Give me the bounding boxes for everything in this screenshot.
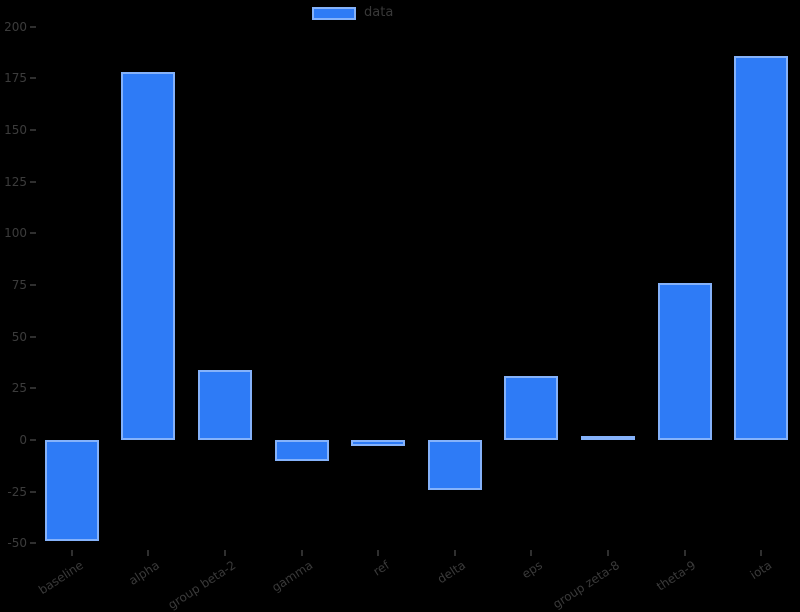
- y-tick: [30, 542, 36, 545]
- y-tick-label: 175: [4, 71, 27, 86]
- x-tick: [530, 550, 533, 556]
- x-tick: [70, 550, 73, 556]
- x-tick-label: ref: [370, 558, 392, 579]
- y-tick-label: 200: [4, 19, 27, 34]
- y-tick: [30, 25, 36, 28]
- bar-eps: [504, 375, 559, 440]
- x-tick-label: gamma: [269, 558, 316, 595]
- bar-alpha: [121, 72, 176, 440]
- y-tick: [30, 77, 36, 80]
- bar-gamma: [274, 440, 329, 461]
- x-tick-label: alpha: [126, 558, 163, 588]
- y-tick: [30, 232, 36, 235]
- bar-baseline: [44, 440, 99, 542]
- x-tick-label: eps: [519, 558, 546, 582]
- legend-label: data: [364, 4, 394, 20]
- bar-ref: [351, 440, 406, 447]
- x-tick-label: group beta-2: [165, 558, 239, 612]
- x-tick: [683, 550, 686, 556]
- x-tick: [607, 550, 609, 556]
- bar-theta-9: [657, 282, 712, 440]
- x-tick-label: baseline: [35, 558, 86, 598]
- x-tick-label: iota: [748, 558, 775, 583]
- x-tick: [760, 550, 763, 556]
- x-tick-label: theta-9: [653, 558, 699, 594]
- y-tick-label: 0: [19, 433, 27, 447]
- y-tick-label: 50: [11, 329, 27, 344]
- y-tick-label: 25: [11, 381, 27, 396]
- bar-iota: [734, 55, 789, 440]
- chart-legend: data: [312, 4, 393, 20]
- x-tick: [300, 550, 303, 556]
- x-tick: [453, 550, 456, 556]
- y-tick: [30, 490, 36, 493]
- legend-swatch: [312, 7, 356, 20]
- y-tick-label: 150: [4, 123, 27, 138]
- y-tick-label: -25: [7, 484, 27, 499]
- y-tick-label: 75: [11, 278, 27, 293]
- x-tick-label: group zeta-8: [549, 558, 622, 612]
- y-tick-label: 125: [4, 174, 27, 189]
- y-tick: [30, 284, 36, 287]
- x-tick: [377, 550, 380, 556]
- y-tick: [30, 180, 36, 183]
- x-tick: [147, 550, 150, 556]
- y-tick: [30, 129, 36, 132]
- bar-delta: [427, 440, 482, 490]
- bar-group zeta-8: [581, 435, 635, 440]
- bar-group beta-2: [198, 369, 252, 440]
- x-tick: [224, 550, 226, 556]
- y-tick-label: -50: [7, 536, 27, 551]
- y-tick-label: 100: [4, 226, 27, 241]
- x-tick-label: delta: [435, 558, 469, 587]
- y-tick: [30, 439, 36, 441]
- y-tick: [30, 335, 36, 338]
- y-tick: [30, 387, 36, 390]
